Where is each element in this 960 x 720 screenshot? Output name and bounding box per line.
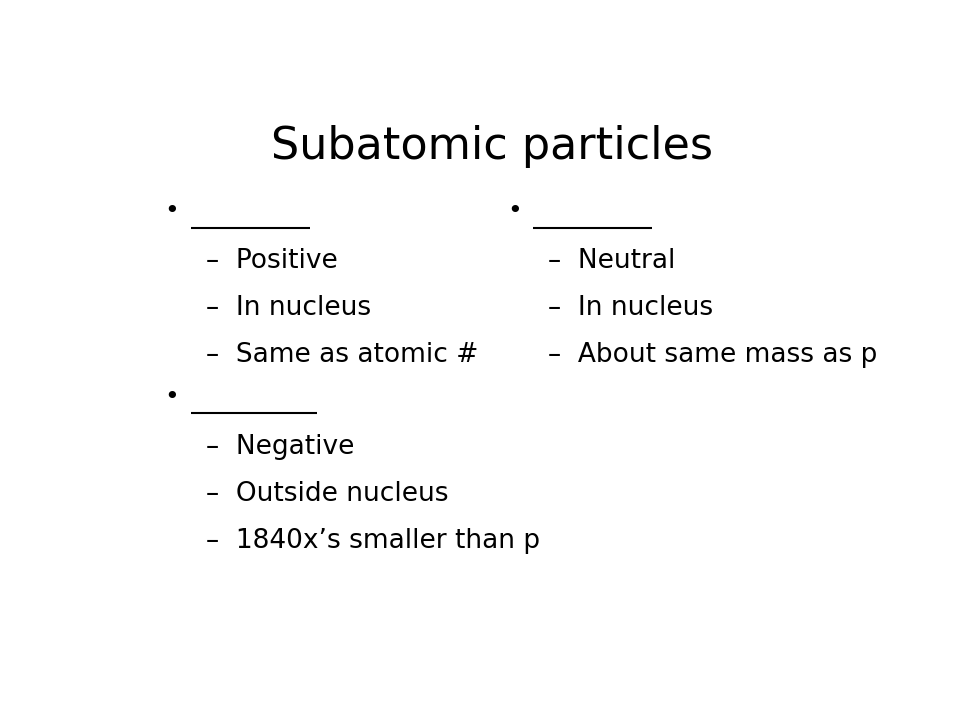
Text: –  Positive: – Positive xyxy=(205,248,337,274)
Text: •: • xyxy=(165,385,180,409)
Text: –  Neutral: – Neutral xyxy=(548,248,675,274)
Text: –  About same mass as p: – About same mass as p xyxy=(548,342,877,369)
Text: –  Negative: – Negative xyxy=(205,433,354,460)
Text: Subatomic particles: Subatomic particles xyxy=(271,125,713,168)
Text: –  1840x’s smaller than p: – 1840x’s smaller than p xyxy=(205,528,540,554)
Text: –  Same as atomic #: – Same as atomic # xyxy=(205,342,478,369)
Text: –  In nucleus: – In nucleus xyxy=(548,295,713,321)
Text: •: • xyxy=(507,199,521,223)
Text: –  Outside nucleus: – Outside nucleus xyxy=(205,481,448,507)
Text: •: • xyxy=(165,199,180,223)
Text: –  In nucleus: – In nucleus xyxy=(205,295,371,321)
